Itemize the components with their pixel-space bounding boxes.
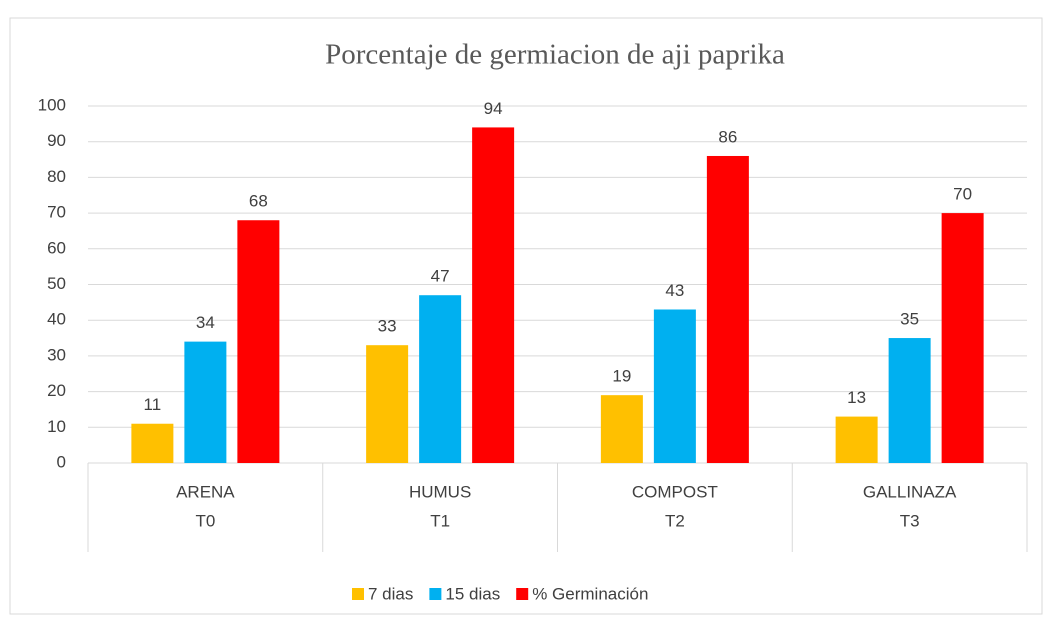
legend-label: 7 dias — [368, 584, 413, 603]
data-label: 19 — [612, 367, 631, 386]
x-group-label: T2 — [665, 511, 685, 530]
data-label: 35 — [900, 310, 919, 329]
data-label: 86 — [718, 127, 737, 146]
y-tick-label: 60 — [47, 238, 66, 257]
x-tick-label: GALLINAZA — [863, 482, 957, 501]
bar — [600, 395, 643, 463]
y-tick-label: 90 — [47, 131, 66, 150]
legend-swatch — [516, 588, 529, 600]
data-label: 33 — [378, 317, 397, 336]
legend-label: % Germinación — [532, 584, 648, 603]
chart-title: Porcentaje de germiacion de aji paprika — [325, 39, 785, 71]
bar — [653, 309, 696, 463]
bar — [472, 127, 515, 464]
data-label: 94 — [484, 99, 503, 118]
bar — [184, 341, 227, 463]
y-tick-label: 70 — [47, 203, 66, 222]
y-tick-label: 100 — [38, 95, 66, 114]
y-tick-label: 80 — [47, 167, 66, 186]
data-label: 34 — [196, 313, 215, 332]
bar — [888, 338, 931, 463]
y-tick-label: 10 — [47, 417, 66, 436]
data-label: 11 — [144, 395, 162, 414]
data-label: 68 — [249, 192, 268, 211]
bar — [366, 345, 409, 463]
x-group-label: T0 — [195, 511, 215, 530]
chart-border — [9, 17, 1043, 615]
y-tick-label: 30 — [47, 345, 66, 364]
y-tick-label: 50 — [47, 274, 66, 293]
x-group-label: T1 — [430, 511, 450, 530]
bar — [131, 423, 174, 463]
data-label: 13 — [847, 388, 866, 407]
bar — [835, 416, 878, 463]
data-label: 47 — [431, 267, 450, 286]
bar — [237, 220, 280, 463]
legend-swatch — [352, 588, 364, 600]
x-tick-label: COMPOST — [632, 482, 718, 501]
bar — [706, 155, 749, 464]
x-group-label: T3 — [900, 511, 920, 530]
legend-swatch — [429, 588, 442, 600]
x-tick-label: HUMUS — [409, 482, 471, 501]
bar — [419, 295, 462, 463]
y-tick-label: 20 — [47, 381, 66, 400]
y-tick-label: 0 — [57, 452, 66, 471]
legend-label: 15 dias — [445, 584, 500, 603]
bar — [941, 213, 984, 463]
y-tick-label: 40 — [47, 310, 66, 329]
data-label: 43 — [665, 281, 684, 300]
x-tick-label: ARENA — [176, 482, 235, 501]
data-label: 70 — [953, 185, 972, 204]
